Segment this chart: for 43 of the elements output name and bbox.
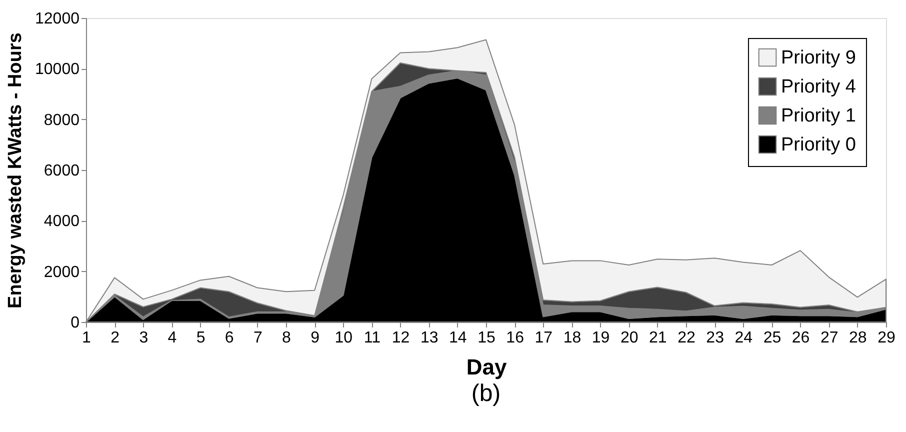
x-tick-label: 2: [110, 330, 120, 346]
x-tick-label: 5: [196, 330, 206, 346]
legend-label: Priority 0: [781, 134, 856, 156]
x-tick-label: 1: [82, 330, 92, 346]
x-tick-label: 7: [253, 330, 262, 346]
y-axis-title: Energy wasted KWatts - Hours: [5, 32, 26, 308]
y-tick-label: 8000: [44, 112, 80, 129]
x-tick-label: 12: [392, 330, 410, 346]
x-tick-label: 24: [734, 330, 753, 346]
y-tick-label: 2000: [44, 264, 80, 281]
x-tick-label: 17: [534, 330, 553, 346]
legend-label: Priority 4: [781, 76, 856, 98]
x-tick-label: 13: [420, 330, 438, 346]
x-tick-label: 16: [506, 330, 524, 346]
x-tick-label: 22: [678, 330, 696, 346]
legend-label: Priority 9: [781, 48, 856, 68]
y-tick-label: 4000: [44, 213, 80, 230]
x-tick-label: 28: [849, 330, 867, 346]
x-tick-label: 26: [792, 330, 810, 346]
x-tick-label: 20: [620, 330, 638, 346]
y-tick-label: 12000: [35, 10, 80, 28]
x-tick-label: 15: [478, 330, 496, 346]
y-tick-label: 6000: [44, 162, 80, 180]
x-tick-label: 14: [449, 330, 467, 346]
x-tick-label: 23: [706, 330, 724, 346]
y-tick-label: 0: [70, 314, 80, 332]
x-tick-label: 8: [282, 330, 292, 346]
x-tick-label: 3: [139, 330, 148, 346]
x-tick-label: 10: [334, 330, 353, 346]
text: (b): [471, 380, 501, 407]
x-tick-label: 27: [820, 330, 838, 346]
x-tick-label: 11: [364, 330, 381, 346]
x-tick-label: 6: [224, 330, 234, 346]
x-axis-title: Day: [466, 354, 508, 380]
x-tick-label: 18: [563, 330, 582, 346]
x-tick-label: 4: [168, 330, 177, 346]
x-tick-label: 19: [592, 330, 610, 346]
x-tick-label: 9: [310, 330, 320, 346]
x-tick-label: 21: [649, 330, 667, 346]
x-tick-label: 25: [763, 330, 782, 346]
y-tick-label: 10000: [35, 61, 80, 78]
x-tick-label: 29: [878, 330, 896, 346]
legend-label: Priority 1: [781, 106, 856, 126]
